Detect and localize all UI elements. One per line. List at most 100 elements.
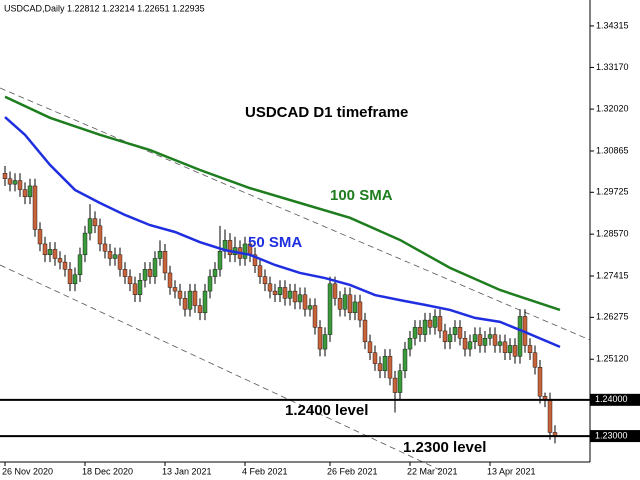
candle-body — [137, 280, 143, 295]
candle-body — [432, 316, 438, 328]
candle-body — [397, 370, 403, 393]
x-tick-label: 26 Nov 2020 — [2, 466, 53, 476]
candle-body — [112, 254, 118, 259]
candle-body — [337, 298, 343, 310]
candle-body — [457, 327, 463, 339]
x-tick-label: 26 Feb 2021 — [327, 466, 378, 476]
candle-body — [12, 180, 18, 185]
candle-body — [342, 294, 348, 310]
candle-body — [492, 334, 498, 346]
candle-body — [77, 254, 83, 275]
candle-body — [2, 173, 8, 179]
candle-body — [452, 327, 458, 335]
candle-body — [512, 345, 518, 357]
candle-body — [402, 348, 408, 372]
candle-body — [212, 269, 218, 277]
candle-body — [7, 178, 13, 185]
legend-label: 100 SMA — [330, 187, 393, 204]
candle-body — [277, 287, 283, 295]
candle-body — [142, 269, 148, 281]
candle-body — [192, 290, 198, 306]
candle-body — [282, 287, 288, 299]
candle-body — [197, 305, 203, 314]
candle-body — [447, 334, 453, 343]
y-tick-label: 1.25120 — [596, 354, 629, 364]
candle-body — [107, 251, 113, 259]
x-tick-label: 4 Feb 2021 — [242, 466, 288, 476]
candle-body — [497, 341, 503, 346]
candle-body — [517, 316, 523, 357]
candle-body — [412, 327, 418, 339]
candle-body — [172, 287, 178, 292]
candle-body — [387, 356, 393, 379]
candle-body — [62, 261, 68, 270]
annotation: USDCAD D1 timeframe — [245, 104, 408, 121]
candle-body — [182, 298, 188, 310]
candle-body — [477, 334, 483, 346]
candle-body — [242, 243, 248, 259]
candle-body — [97, 225, 103, 245]
level-label: 1.23000 — [595, 430, 628, 440]
level-label: 1.24000 — [595, 394, 628, 404]
sma-line — [4, 116, 561, 349]
x-tick-label: 22 Mar 2021 — [407, 466, 458, 476]
y-tick-label: 1.34315 — [596, 20, 629, 30]
y-tick-label: 1.32020 — [596, 103, 629, 113]
candle-body — [67, 269, 73, 285]
candle-body — [392, 377, 398, 393]
candle-body — [102, 243, 108, 252]
y-tick-label: 1.26275 — [596, 312, 629, 322]
candle-body — [377, 363, 383, 372]
candle-body — [482, 338, 488, 346]
candle-body — [427, 319, 433, 328]
candle-body — [442, 330, 448, 343]
y-tick-label: 1.28570 — [596, 229, 629, 239]
candle-body — [152, 258, 158, 277]
candle-body — [147, 269, 153, 277]
candle-body — [72, 274, 78, 285]
channel-upper — [0, 87, 591, 341]
candle-body — [547, 399, 553, 433]
candle-body — [532, 352, 538, 368]
y-tick-label: 1.29725 — [596, 187, 629, 197]
candle-body — [437, 316, 443, 332]
candle-body — [257, 265, 263, 277]
candle-body — [87, 218, 93, 234]
candle-body — [292, 290, 298, 303]
x-tick-label: 13 Jan 2021 — [162, 466, 212, 476]
annotation: 1.2400 level — [285, 402, 368, 419]
legend-label: 50 SMA — [248, 234, 302, 251]
candle-body — [332, 283, 338, 299]
candle-body — [472, 334, 478, 343]
candle-body — [367, 341, 373, 353]
candle-body — [352, 301, 358, 314]
candle-body — [372, 352, 378, 364]
y-tick-label: 1.30865 — [596, 145, 629, 155]
y-tick-label: 1.27415 — [596, 270, 629, 280]
candle-body — [17, 180, 23, 190]
candle-body — [322, 334, 328, 350]
candle-body — [317, 327, 323, 350]
candle-body — [127, 276, 133, 285]
candle-body — [327, 283, 333, 335]
candle-body — [82, 232, 88, 256]
candle-body — [32, 185, 38, 230]
candle-body — [52, 249, 58, 259]
candle-body — [267, 283, 273, 292]
candle-body — [312, 305, 318, 328]
candle-body — [177, 290, 183, 299]
candle-body — [22, 189, 28, 198]
candle-body — [422, 319, 428, 335]
candle-body — [187, 290, 193, 310]
candle-body — [162, 251, 168, 274]
chart-title: USDCAD,Daily 1.22812 1.23214 1.22651 1.2… — [4, 3, 205, 13]
y-tick-label: 1.33170 — [596, 62, 629, 72]
annotation: 1.2300 level — [403, 439, 486, 456]
sma-line — [4, 95, 561, 312]
candle-body — [252, 254, 258, 266]
x-tick-label: 18 Dec 2020 — [82, 466, 133, 476]
candle-body — [507, 345, 513, 353]
x-tick-label: 13 Apr 2021 — [487, 466, 536, 476]
candle-body — [92, 218, 98, 227]
